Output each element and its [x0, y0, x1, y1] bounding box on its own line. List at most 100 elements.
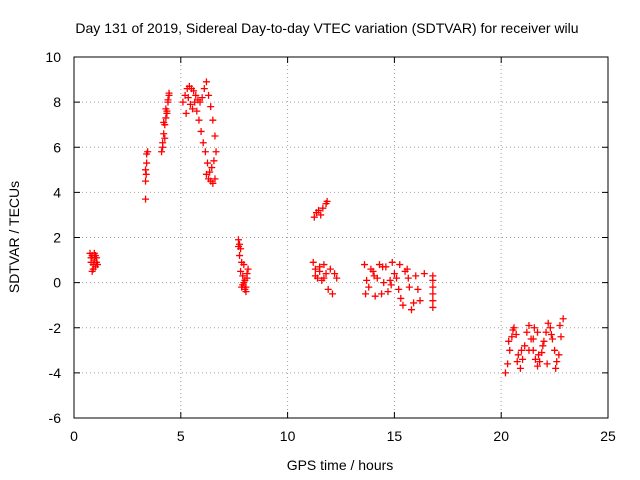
data-point	[211, 132, 219, 140]
data-point	[326, 265, 334, 273]
y-tick-label: 8	[53, 94, 61, 110]
data-point	[164, 96, 172, 104]
data-point	[513, 358, 521, 366]
data-point	[517, 346, 525, 354]
data-point	[91, 252, 99, 260]
data-point	[535, 351, 543, 359]
y-tick-label: -2	[49, 320, 62, 336]
data-point	[319, 204, 327, 212]
data-point	[543, 360, 551, 368]
data-point	[514, 351, 522, 359]
data-point	[190, 87, 198, 95]
y-tick-label: 10	[45, 49, 61, 65]
chart-title: Day 131 of 2019, Sidereal Day-to-day VTE…	[75, 20, 578, 36]
data-point	[401, 267, 409, 275]
data-point	[193, 107, 201, 115]
ticks: 0 5 10 15 20 25 -6 -4 -2 0 2 4 6 8 10	[45, 49, 616, 444]
data-point	[552, 364, 560, 372]
data-point	[539, 342, 547, 350]
data-point	[316, 263, 324, 271]
data-point	[393, 274, 401, 282]
data-point	[404, 274, 412, 282]
data-point	[192, 91, 200, 99]
y-tick-label: -4	[49, 365, 62, 381]
data-point	[236, 252, 244, 260]
data-point	[237, 267, 245, 275]
x-axis-label: GPS time / hours	[287, 457, 394, 473]
data-point	[429, 303, 437, 311]
data-point	[161, 134, 169, 142]
data-point	[238, 258, 246, 266]
data-point	[410, 299, 418, 307]
data-point	[143, 159, 151, 167]
data-point	[386, 276, 394, 284]
data-point	[429, 290, 437, 298]
data-point	[158, 148, 166, 156]
data-point	[370, 272, 378, 280]
data-point	[310, 213, 318, 221]
data-point	[546, 324, 554, 332]
data-point	[142, 195, 150, 203]
data-point	[363, 276, 371, 284]
data-point	[87, 254, 95, 262]
data-point	[160, 130, 168, 138]
data-point	[397, 294, 405, 302]
data-point	[243, 270, 251, 278]
data-point	[163, 109, 171, 117]
y-tick-label: 0	[53, 275, 61, 291]
data-point	[142, 177, 150, 185]
data-point	[509, 326, 517, 334]
data-point	[320, 274, 328, 282]
data-point	[542, 328, 550, 336]
data-point	[202, 78, 210, 86]
data-point	[331, 270, 339, 278]
data-point	[367, 265, 375, 273]
data-point	[244, 265, 252, 273]
data-point	[202, 170, 210, 178]
data-point	[540, 337, 548, 345]
data-point	[506, 346, 514, 354]
data-point	[508, 333, 516, 341]
data-point	[388, 258, 396, 266]
data-point	[189, 105, 197, 113]
data-point	[162, 105, 170, 113]
data-point	[195, 116, 203, 124]
x-tick-label: 10	[280, 428, 296, 444]
data-point	[390, 270, 398, 278]
data-point	[396, 261, 404, 269]
data-point	[239, 272, 247, 280]
data-point	[516, 364, 524, 372]
data-point	[142, 170, 150, 178]
data-point	[529, 335, 537, 343]
data-point	[240, 279, 248, 287]
x-tick-label: 25	[600, 428, 616, 444]
data-point	[317, 211, 325, 219]
y-tick-label: 4	[53, 184, 61, 200]
y-tick-label: 2	[53, 230, 61, 246]
y-axis-label: SDTVAR / TECUs	[6, 181, 22, 293]
data-point	[395, 285, 403, 293]
data-point	[204, 159, 211, 167]
data-point	[191, 98, 199, 106]
data-point	[234, 236, 242, 244]
data-point	[205, 91, 213, 99]
data-point	[405, 283, 413, 291]
data-point	[557, 333, 565, 341]
data-point	[198, 94, 206, 102]
data-point	[210, 157, 218, 165]
data-point	[360, 261, 368, 269]
data-point	[309, 258, 317, 266]
data-point	[523, 328, 531, 336]
data-point	[534, 362, 542, 370]
grid	[74, 57, 608, 418]
data-point	[199, 139, 207, 147]
data-point	[315, 206, 323, 214]
data-point	[311, 265, 319, 273]
data-point	[371, 292, 379, 300]
data-point	[328, 290, 336, 298]
x-tick-label: 20	[493, 428, 509, 444]
x-tick-label: 15	[387, 428, 403, 444]
data-point	[159, 143, 167, 151]
data-point	[505, 337, 513, 345]
